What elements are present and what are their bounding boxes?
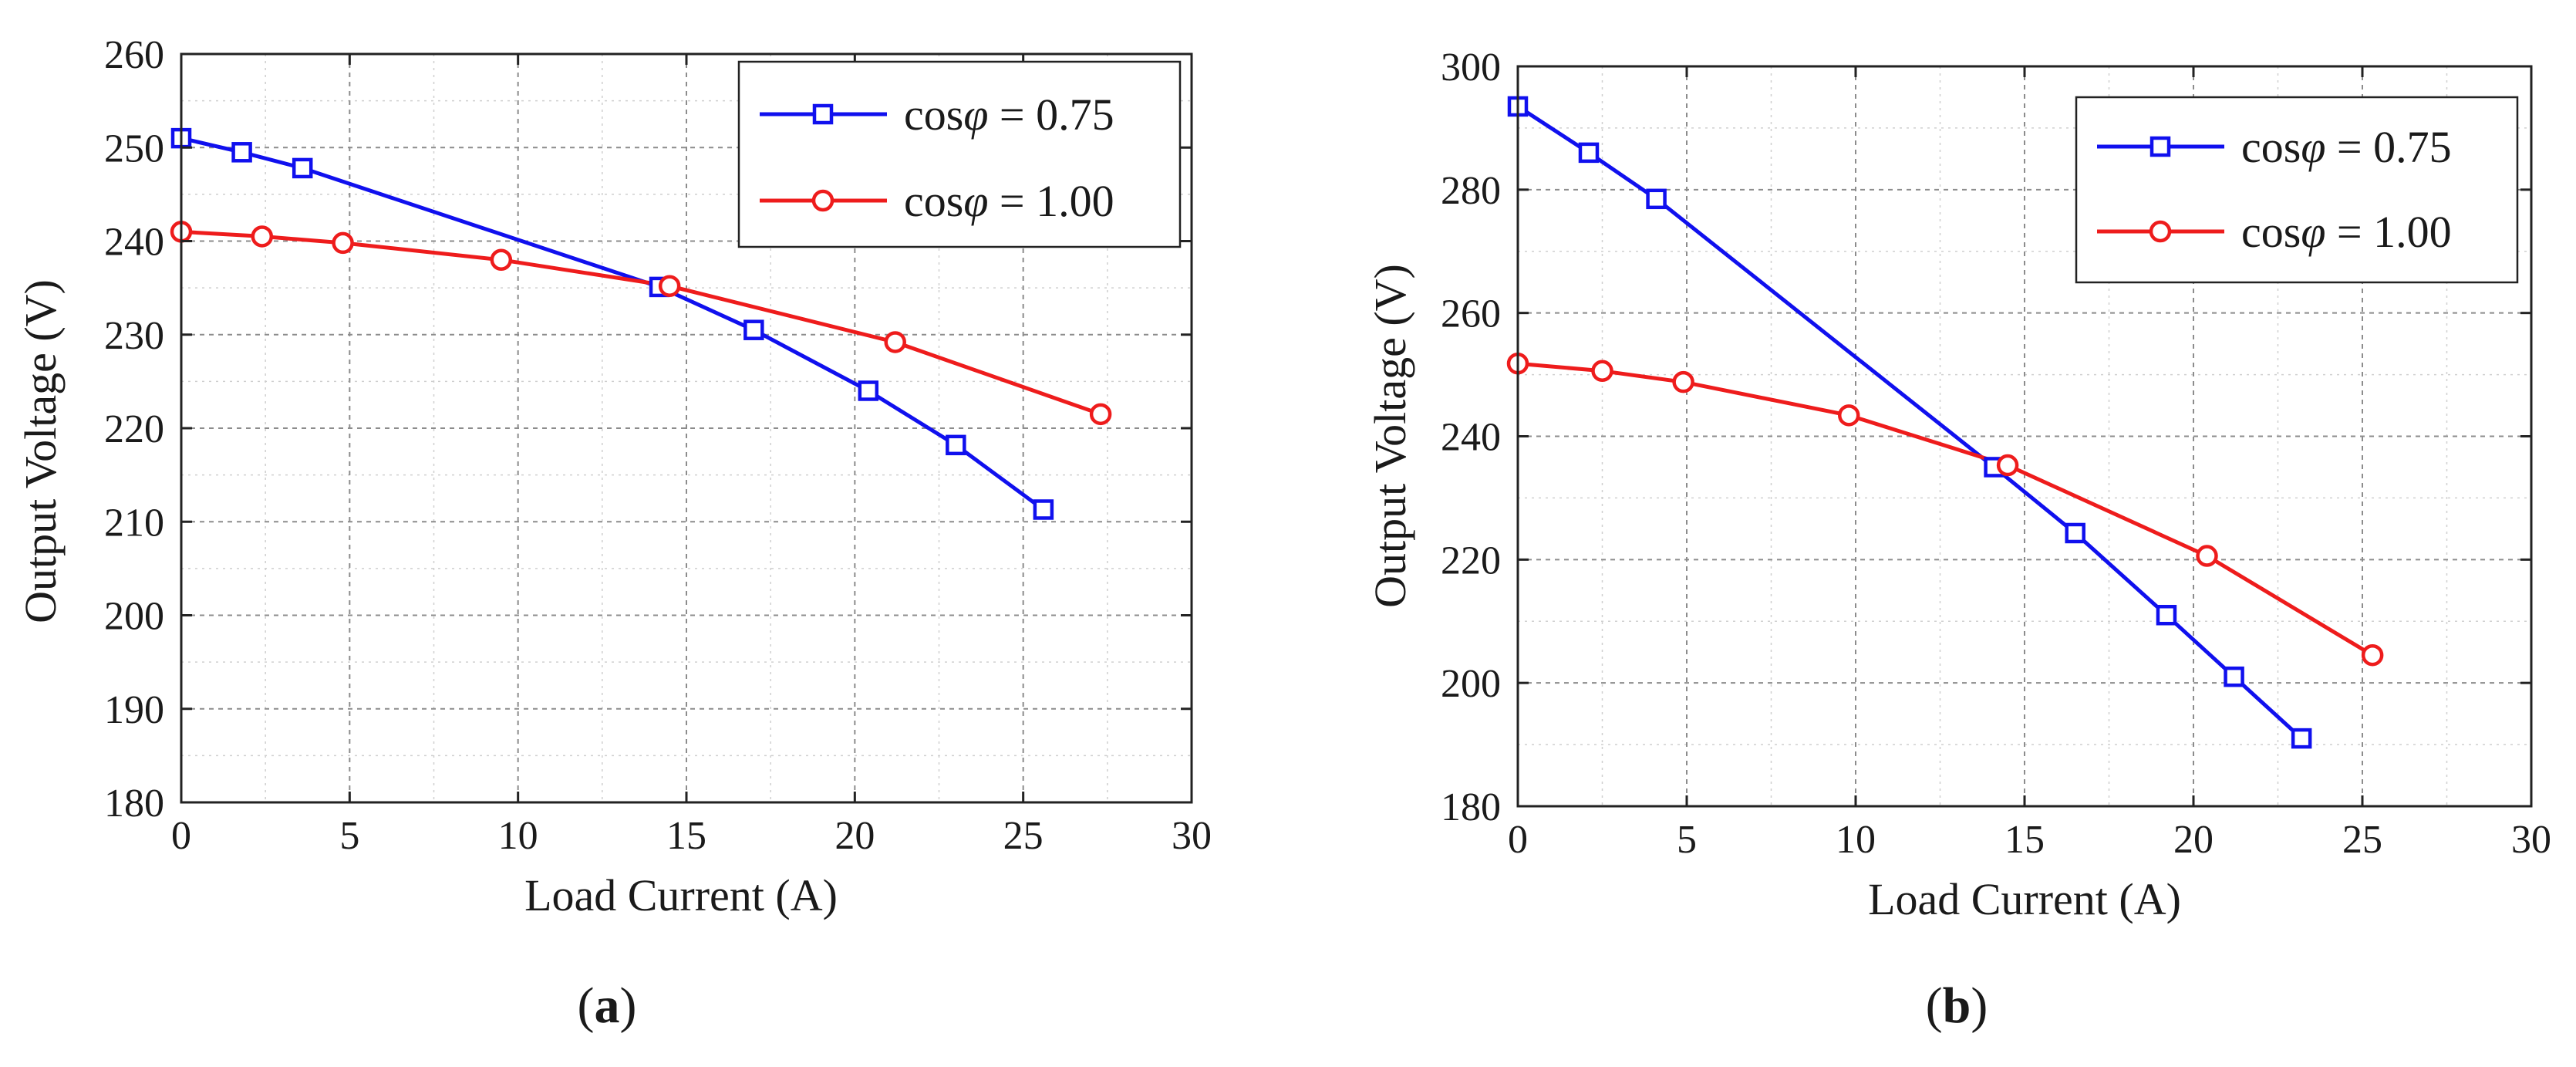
series-line-b-0 [1516,104,2303,740]
x-tick-label: 0 [171,814,191,858]
y-axis-title-b: Output Voltage (V) [1365,264,1415,608]
x-tick-label: 10 [1836,818,1876,862]
y-tick-label: 260 [1441,292,1501,336]
data-point-square-a-0 [231,142,252,163]
x-axis-title-a: Load Current (A) [524,870,838,920]
data-point-circle-a-1 [1089,403,1112,426]
y-tick-label: 220 [1441,539,1501,582]
data-point-circle-b-1 [1591,360,1613,383]
chart-panel-b: 0 5 10 15 20 25 30 180 200 220 240 260 280 300 Load C… [1365,46,2551,1034]
data-point-square-a-0 [1033,499,1054,520]
data-point-circle-a-1 [884,331,906,353]
data-point-square-b-0 [2065,522,2085,544]
y-tick-label: 190 [104,688,164,732]
data-point-circle-b-1 [1996,454,2019,477]
legend-entry-b-1: cosφ = 1.00 [2097,207,2452,257]
legend-box-a [737,60,1182,248]
x-tick-label: 30 [1172,814,1212,858]
data-point-circle-b-1 [1837,404,1860,427]
data-point-circle-a-1 [332,231,354,255]
data-point-circle-b-1 [2361,643,2384,667]
data-point-circle-b-1 [2196,545,2218,567]
x-tick-label: 25 [1003,814,1044,858]
legend-entry-a-1: cosφ = 1.00 [760,176,1114,226]
y-tick-label: 230 [104,314,164,358]
y-tick-label: 280 [1441,169,1501,213]
data-point-square-b-0 [1578,142,1600,164]
y-tick-label: 180 [104,782,164,826]
data-point-square-a-0 [292,157,313,179]
legend-marker-square-a-0 [812,103,834,125]
legend-label-b-0: cosφ = 0.75 [2241,122,2452,172]
data-point-circle-a-1 [658,275,681,297]
y-axis-title-a: Output Voltage (V) [15,279,66,623]
y-tick-label: 240 [104,221,164,265]
axes-frame-a [180,52,1193,804]
chart-panel-a: 0 5 10 15 20 25 30180190200210220230240250260 … [15,33,1212,1034]
legend-marker-circle-a-1 [811,189,835,212]
tick-labels-b: 0 5 10 15 20 25 30 180 200 220 240 260 280 300 [1441,46,2551,862]
data-point-square-a-0 [858,380,879,401]
y-tick-label: 200 [1441,662,1501,706]
x-tick-label: 25 [2342,818,2382,862]
legend-box-b [2075,96,2519,284]
data-point-square-b-0 [2224,666,2244,687]
x-tick-label: 20 [835,814,875,858]
legend-marker-square-b-0 [2149,136,2171,157]
axes-frame-b [1516,65,2533,808]
data-point-square-a-0 [743,319,764,340]
data-point-circle-a-1 [251,225,274,248]
data-point-square-b-0 [2291,728,2312,749]
tick-labels-a: 0 5 10 15 20 25 30 180 190 200 210 220 230 240 250 260 [104,33,1212,858]
x-axis-title-b: Load Current (A) [1868,874,2181,924]
y-tick-label: 240 [1441,416,1501,460]
y-tick-label: 260 [104,33,164,77]
data-point-circle-b-1 [1672,370,1694,393]
y-tick-label: 220 [104,407,164,451]
x-tick-label: 15 [666,814,706,858]
data-point-square-a-0 [946,434,966,456]
legend-a: cosφ = 0.75 cosφ = 1.00 [737,60,1182,248]
legend-label-a-0: cosφ = 0.75 [904,89,1114,140]
y-tick-label: 250 [104,127,164,171]
data-point-square-b-0 [1646,188,1667,210]
y-tick-label: 200 [104,595,164,639]
legend-b: cosφ = 0.75 cosφ = 1.00 [2075,96,2519,284]
data-point-square-b-0 [2156,605,2177,626]
data-point-circle-a-1 [490,248,513,271]
panel-label-a: (a) [578,978,637,1034]
x-tick-label: 20 [2173,818,2214,862]
legend-label-b-1: cosφ = 1.00 [2241,207,2452,257]
legend-label-a-1: cosφ = 1.00 [904,176,1114,226]
legend-marker-circle-b-1 [2149,220,2172,243]
panel-label-b: (b) [1926,978,1988,1034]
x-tick-label: 5 [339,814,359,858]
x-tick-label: 15 [2004,818,2045,862]
legend-entry-a-0: cosφ = 0.75 [760,89,1114,140]
legend-entry-b-0: cosφ = 0.75 [2097,122,2452,172]
x-tick-label: 0 [1508,818,1528,862]
x-tick-label: 5 [1677,818,1697,862]
x-tick-label: 10 [498,814,538,858]
x-tick-label: 30 [2511,818,2551,862]
y-tick-label: 180 [1441,785,1501,829]
y-tick-label: 210 [104,501,164,545]
y-tick-label: 300 [1441,46,1501,89]
